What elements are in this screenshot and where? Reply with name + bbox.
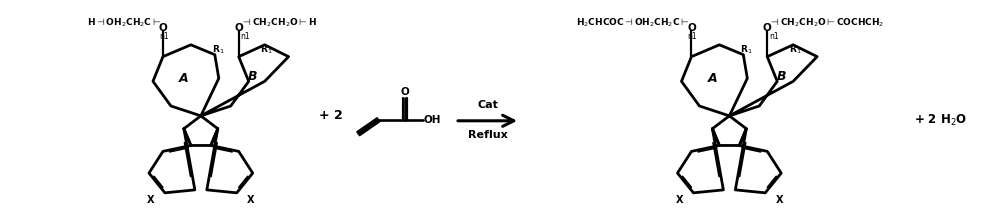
Text: Reflux: Reflux — [468, 130, 507, 140]
Text: O: O — [763, 23, 772, 33]
Text: + 2: + 2 — [319, 109, 342, 122]
Text: A: A — [708, 72, 717, 85]
Text: B: B — [248, 70, 257, 83]
Text: H$_2$CHCOC$\mathsf{\dashv}$OH$_2$CH$_2$C$\mathsf{\vdash}$: H$_2$CHCOC$\mathsf{\dashv}$OH$_2$CH$_2$C… — [576, 17, 689, 29]
Text: $\mathsf{\dashv}$CH$_2$CH$_2$O$\mathsf{\vdash}$H: $\mathsf{\dashv}$CH$_2$CH$_2$O$\mathsf{\… — [241, 17, 317, 29]
Text: O: O — [687, 23, 696, 33]
Text: X: X — [676, 195, 683, 205]
Text: + 2 H$_2$O: + 2 H$_2$O — [914, 113, 967, 128]
Text: X: X — [775, 195, 783, 205]
Text: n1: n1 — [769, 32, 779, 41]
Text: OH: OH — [423, 115, 441, 125]
Text: Cat: Cat — [477, 100, 498, 110]
Text: A: A — [179, 72, 189, 85]
Text: n1: n1 — [241, 32, 250, 41]
Text: B: B — [776, 70, 786, 83]
Text: n1: n1 — [159, 32, 169, 41]
Text: R$_1$: R$_1$ — [260, 43, 273, 56]
Text: O: O — [159, 23, 167, 33]
Text: R$_1$: R$_1$ — [212, 43, 224, 56]
Text: O: O — [234, 23, 243, 33]
Text: O: O — [401, 87, 410, 97]
Text: $\mathsf{\dashv}$CH$_2$CH$_2$O$\mathsf{\vdash}$COCHCH$_2$: $\mathsf{\dashv}$CH$_2$CH$_2$O$\mathsf{\… — [769, 17, 885, 29]
Text: X: X — [247, 195, 254, 205]
Text: R$_1$: R$_1$ — [740, 43, 753, 56]
Text: H$\mathsf{\dashv}$OH$_2$CH$_2$C$\mathsf{\vdash}$: H$\mathsf{\dashv}$OH$_2$CH$_2$C$\mathsf{… — [87, 17, 161, 29]
Text: R$_1$: R$_1$ — [789, 43, 801, 56]
Text: n1: n1 — [687, 32, 697, 41]
Text: X: X — [147, 195, 155, 205]
